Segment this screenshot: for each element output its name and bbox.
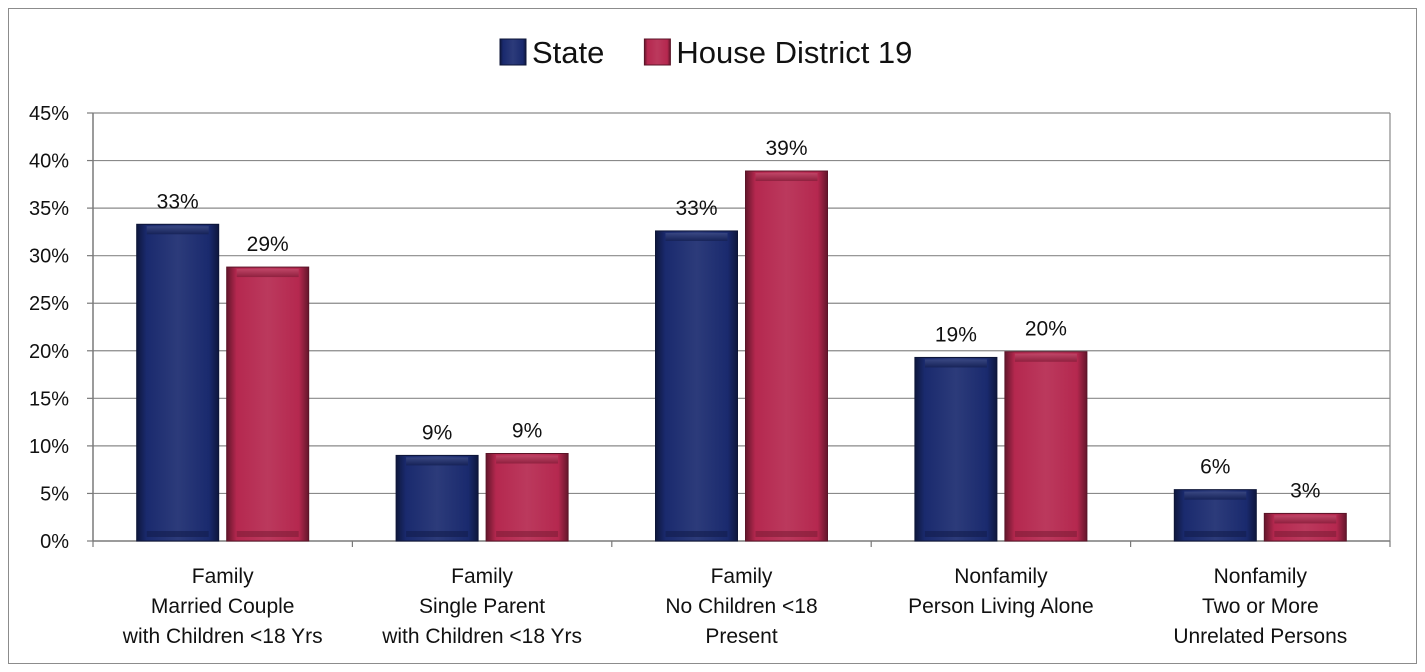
- x-category-label: Family: [192, 565, 254, 588]
- data-label: 20%: [1025, 318, 1067, 341]
- bar-bevel-bottom: [1274, 531, 1337, 537]
- x-category-label: Person Living Alone: [908, 595, 1094, 618]
- bar-body: [485, 452, 569, 542]
- y-tick-label: 20%: [29, 341, 69, 363]
- y-tick-label: 15%: [29, 388, 69, 410]
- data-label: 33%: [675, 197, 717, 220]
- bar-state: [655, 230, 738, 542]
- y-tick-label: 30%: [29, 246, 69, 268]
- y-tick-label: 45%: [29, 103, 69, 125]
- bar-bevel-top: [1184, 491, 1247, 500]
- legend-label: State: [532, 35, 604, 70]
- bar-body: [745, 170, 828, 542]
- bar-house-district-19: [485, 452, 569, 542]
- data-label: 33%: [157, 190, 199, 213]
- legend-item-house-district-19: House District 19: [643, 35, 912, 70]
- axes: 0% 5% 10% 15% 20% 25% 30% 35% 40% 45% Family Marrie…: [29, 103, 1391, 648]
- data-label: 9%: [512, 419, 542, 442]
- bar-bevel-bottom: [1014, 531, 1077, 537]
- legend-item-state: State: [499, 35, 604, 70]
- bar-body: [1004, 351, 1088, 542]
- bars: [136, 170, 1347, 542]
- bar-bevel-bottom: [146, 531, 209, 537]
- bar-body: [136, 223, 220, 542]
- x-category-label: Nonfamily: [1214, 565, 1308, 588]
- x-category-label: Two or More: [1202, 595, 1319, 618]
- legend-label: House District 19: [676, 35, 912, 70]
- y-tick-label: 5%: [40, 483, 69, 505]
- bar-bevel-top: [755, 173, 818, 182]
- x-category-label: Unrelated Persons: [1173, 625, 1347, 648]
- bar-bevel-top: [924, 359, 987, 368]
- x-category-label: Married Couple: [151, 595, 295, 618]
- x-category-label: with Children <18 Yrs: [381, 625, 582, 648]
- bar-bevel-bottom: [665, 531, 728, 537]
- data-label: 6%: [1200, 456, 1230, 479]
- x-category-label: with Children <18 Yrs: [122, 625, 323, 648]
- x-category-label: Single Parent: [419, 595, 545, 618]
- x-category-label: No Children <18: [665, 595, 817, 618]
- bar-bevel-bottom: [755, 531, 818, 537]
- bar-house-district-19: [1263, 512, 1347, 542]
- bar-state: [1173, 489, 1257, 542]
- bar-bevel-top: [146, 226, 209, 235]
- y-tick-label: 40%: [29, 151, 69, 173]
- bar-bevel-bottom: [924, 531, 987, 537]
- bar-bevel-bottom: [406, 531, 469, 537]
- y-tick-label: 35%: [29, 198, 69, 220]
- bar-bevel-bottom: [1184, 531, 1247, 537]
- bar-body: [395, 454, 479, 542]
- bar-state: [136, 223, 220, 542]
- legend: State House District 19: [499, 35, 912, 70]
- bar-bevel-top: [665, 232, 728, 241]
- data-label: 19%: [935, 323, 977, 346]
- bar-bevel-bottom: [496, 531, 559, 537]
- x-category-label: Nonfamily: [954, 565, 1048, 588]
- bar-house-district-19: [1004, 351, 1088, 542]
- x-category-label: Present: [705, 625, 778, 648]
- x-category-label: Family: [451, 565, 513, 588]
- bar-body: [655, 230, 738, 542]
- data-label: 9%: [422, 421, 452, 444]
- bar-bevel-top: [1014, 353, 1077, 362]
- bar-house-district-19: [745, 170, 828, 542]
- bar-bevel-bottom: [236, 531, 299, 537]
- bar-bevel-top: [496, 455, 559, 464]
- y-tick-label: 10%: [29, 436, 69, 458]
- x-category-label: Family: [711, 565, 773, 588]
- bar-house-district-19: [226, 266, 310, 542]
- data-label: 39%: [765, 137, 807, 160]
- bar-state: [914, 356, 998, 542]
- y-tick-label: 25%: [29, 293, 69, 315]
- bar-body: [226, 266, 310, 542]
- data-label: 29%: [247, 233, 289, 256]
- legend-swatch: [499, 38, 527, 66]
- data-label: 3%: [1290, 479, 1320, 502]
- data-labels: 33% 29% 9% 9% 33% 39% 19% 20% 6% 3%: [157, 137, 1321, 502]
- bar-body: [914, 356, 998, 542]
- bar-state: [395, 454, 479, 542]
- bar-bevel-top: [236, 269, 299, 278]
- bar-bevel-top: [406, 457, 469, 466]
- legend-swatch: [643, 38, 671, 66]
- y-tick-label: 0%: [40, 531, 69, 553]
- bar-bevel-top: [1274, 515, 1337, 524]
